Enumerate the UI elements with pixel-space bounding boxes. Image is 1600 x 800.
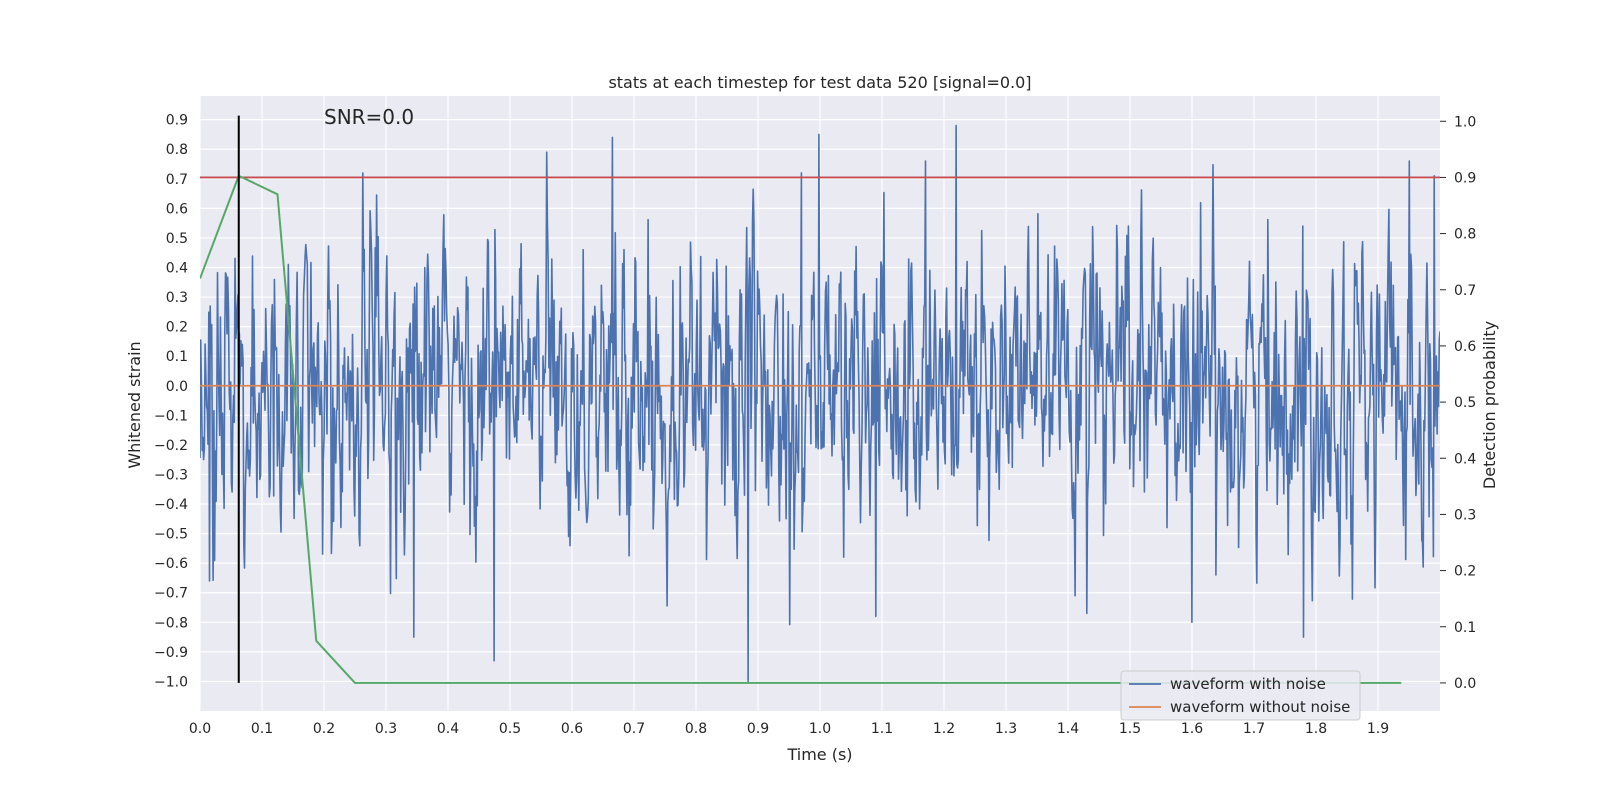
x-tick-label: 0.9 bbox=[747, 721, 769, 737]
x-tick-label: 0.3 bbox=[375, 721, 397, 737]
y-tick-label-left: 0.4 bbox=[166, 260, 188, 276]
x-tick-label: 1.3 bbox=[995, 721, 1017, 737]
x-tick-label: 1.9 bbox=[1367, 721, 1389, 737]
x-tick-label: 1.5 bbox=[1119, 721, 1141, 737]
y-tick-label-left: 0.0 bbox=[166, 379, 188, 395]
x-tick-label: 1.1 bbox=[871, 721, 893, 737]
x-tick-label: 0.8 bbox=[685, 721, 707, 737]
x-tick-label: 0.0 bbox=[189, 721, 211, 737]
y-tick-label-left: 0.1 bbox=[166, 349, 188, 365]
y-tick-label-left: 0.9 bbox=[166, 113, 188, 129]
y-tick-label-right: 0.7 bbox=[1454, 283, 1476, 299]
y-tick-label-right: 0.0 bbox=[1454, 676, 1476, 692]
y-tick-label-right: 0.9 bbox=[1454, 170, 1476, 186]
y-tick-label-right: 0.3 bbox=[1454, 507, 1476, 523]
x-tick-label: 0.7 bbox=[623, 721, 645, 737]
y-tick-label-left: −0.4 bbox=[154, 497, 188, 513]
y-tick-label-left: −0.7 bbox=[154, 586, 188, 602]
y-tick-label-left: −0.2 bbox=[154, 438, 188, 454]
legend: waveform with noise waveform without noi… bbox=[1120, 670, 1361, 721]
y-tick-label-left: 0.7 bbox=[166, 172, 188, 188]
y-tick-label-left: 0.3 bbox=[166, 290, 188, 306]
y-tick-label-right: 0.5 bbox=[1454, 395, 1476, 411]
y-tick-label-right: 1.0 bbox=[1454, 114, 1476, 130]
y-tick-label-left: −1.0 bbox=[154, 674, 188, 690]
y-tick-label-right: 0.2 bbox=[1454, 564, 1476, 580]
y-tick-label-left: −0.8 bbox=[154, 615, 188, 631]
y-tick-label-left: −0.5 bbox=[154, 527, 188, 543]
y-tick-label-left: −0.6 bbox=[154, 556, 188, 572]
legend-label-noise: waveform with noise bbox=[1170, 675, 1326, 693]
y-tick-label-left: −0.3 bbox=[154, 467, 188, 483]
y-tick-label-left: 0.2 bbox=[166, 320, 188, 336]
y-tick-label-left: −0.9 bbox=[154, 645, 188, 661]
legend-box bbox=[1120, 670, 1361, 721]
series-waveform-with-noise bbox=[200, 124, 1440, 683]
x-tick-label: 1.6 bbox=[1181, 721, 1203, 737]
y-tick-label-left: 0.8 bbox=[166, 142, 188, 158]
x-tick-label: 0.1 bbox=[251, 721, 273, 737]
chart-title: stats at each timestep for test data 520… bbox=[608, 73, 1031, 92]
y-tick-label-right: 0.4 bbox=[1454, 451, 1476, 467]
x-tick-label: 0.6 bbox=[561, 721, 583, 737]
x-tick-label: 0.4 bbox=[437, 721, 459, 737]
ticks: 0.0 0.1 0.2 0.3 0.4 0.5 0.6 0.7 0.8 0.9 1.0 1.1 1.2 1… bbox=[154, 113, 1476, 737]
x-tick-label: 1.2 bbox=[933, 721, 955, 737]
snr-annotation: SNR=0.0 bbox=[324, 105, 414, 129]
x-tick-label: 0.5 bbox=[499, 721, 521, 737]
x-tick-label: 1.8 bbox=[1305, 721, 1327, 737]
legend-label-clean: waveform without noise bbox=[1170, 698, 1350, 716]
y-tick-label-left: −0.1 bbox=[154, 408, 188, 424]
x-tick-label: 1.0 bbox=[809, 721, 831, 737]
y-axis-label-left: Whitened strain bbox=[125, 341, 144, 468]
y-tick-label-right: 0.1 bbox=[1454, 620, 1476, 636]
y-axis-label-right: Detection probability bbox=[1480, 321, 1499, 489]
y-tick-label-right: 0.8 bbox=[1454, 227, 1476, 243]
x-tick-label: 1.7 bbox=[1243, 721, 1265, 737]
y-tick-label-right: 0.6 bbox=[1454, 339, 1476, 355]
y-tick-label-left: 0.5 bbox=[166, 231, 188, 247]
x-tick-label: 0.2 bbox=[313, 721, 335, 737]
y-tick-label-left: 0.6 bbox=[166, 201, 188, 217]
x-tick-label: 1.4 bbox=[1057, 721, 1079, 737]
x-axis-label: Time (s) bbox=[786, 745, 852, 764]
data-layer bbox=[200, 115, 1440, 684]
